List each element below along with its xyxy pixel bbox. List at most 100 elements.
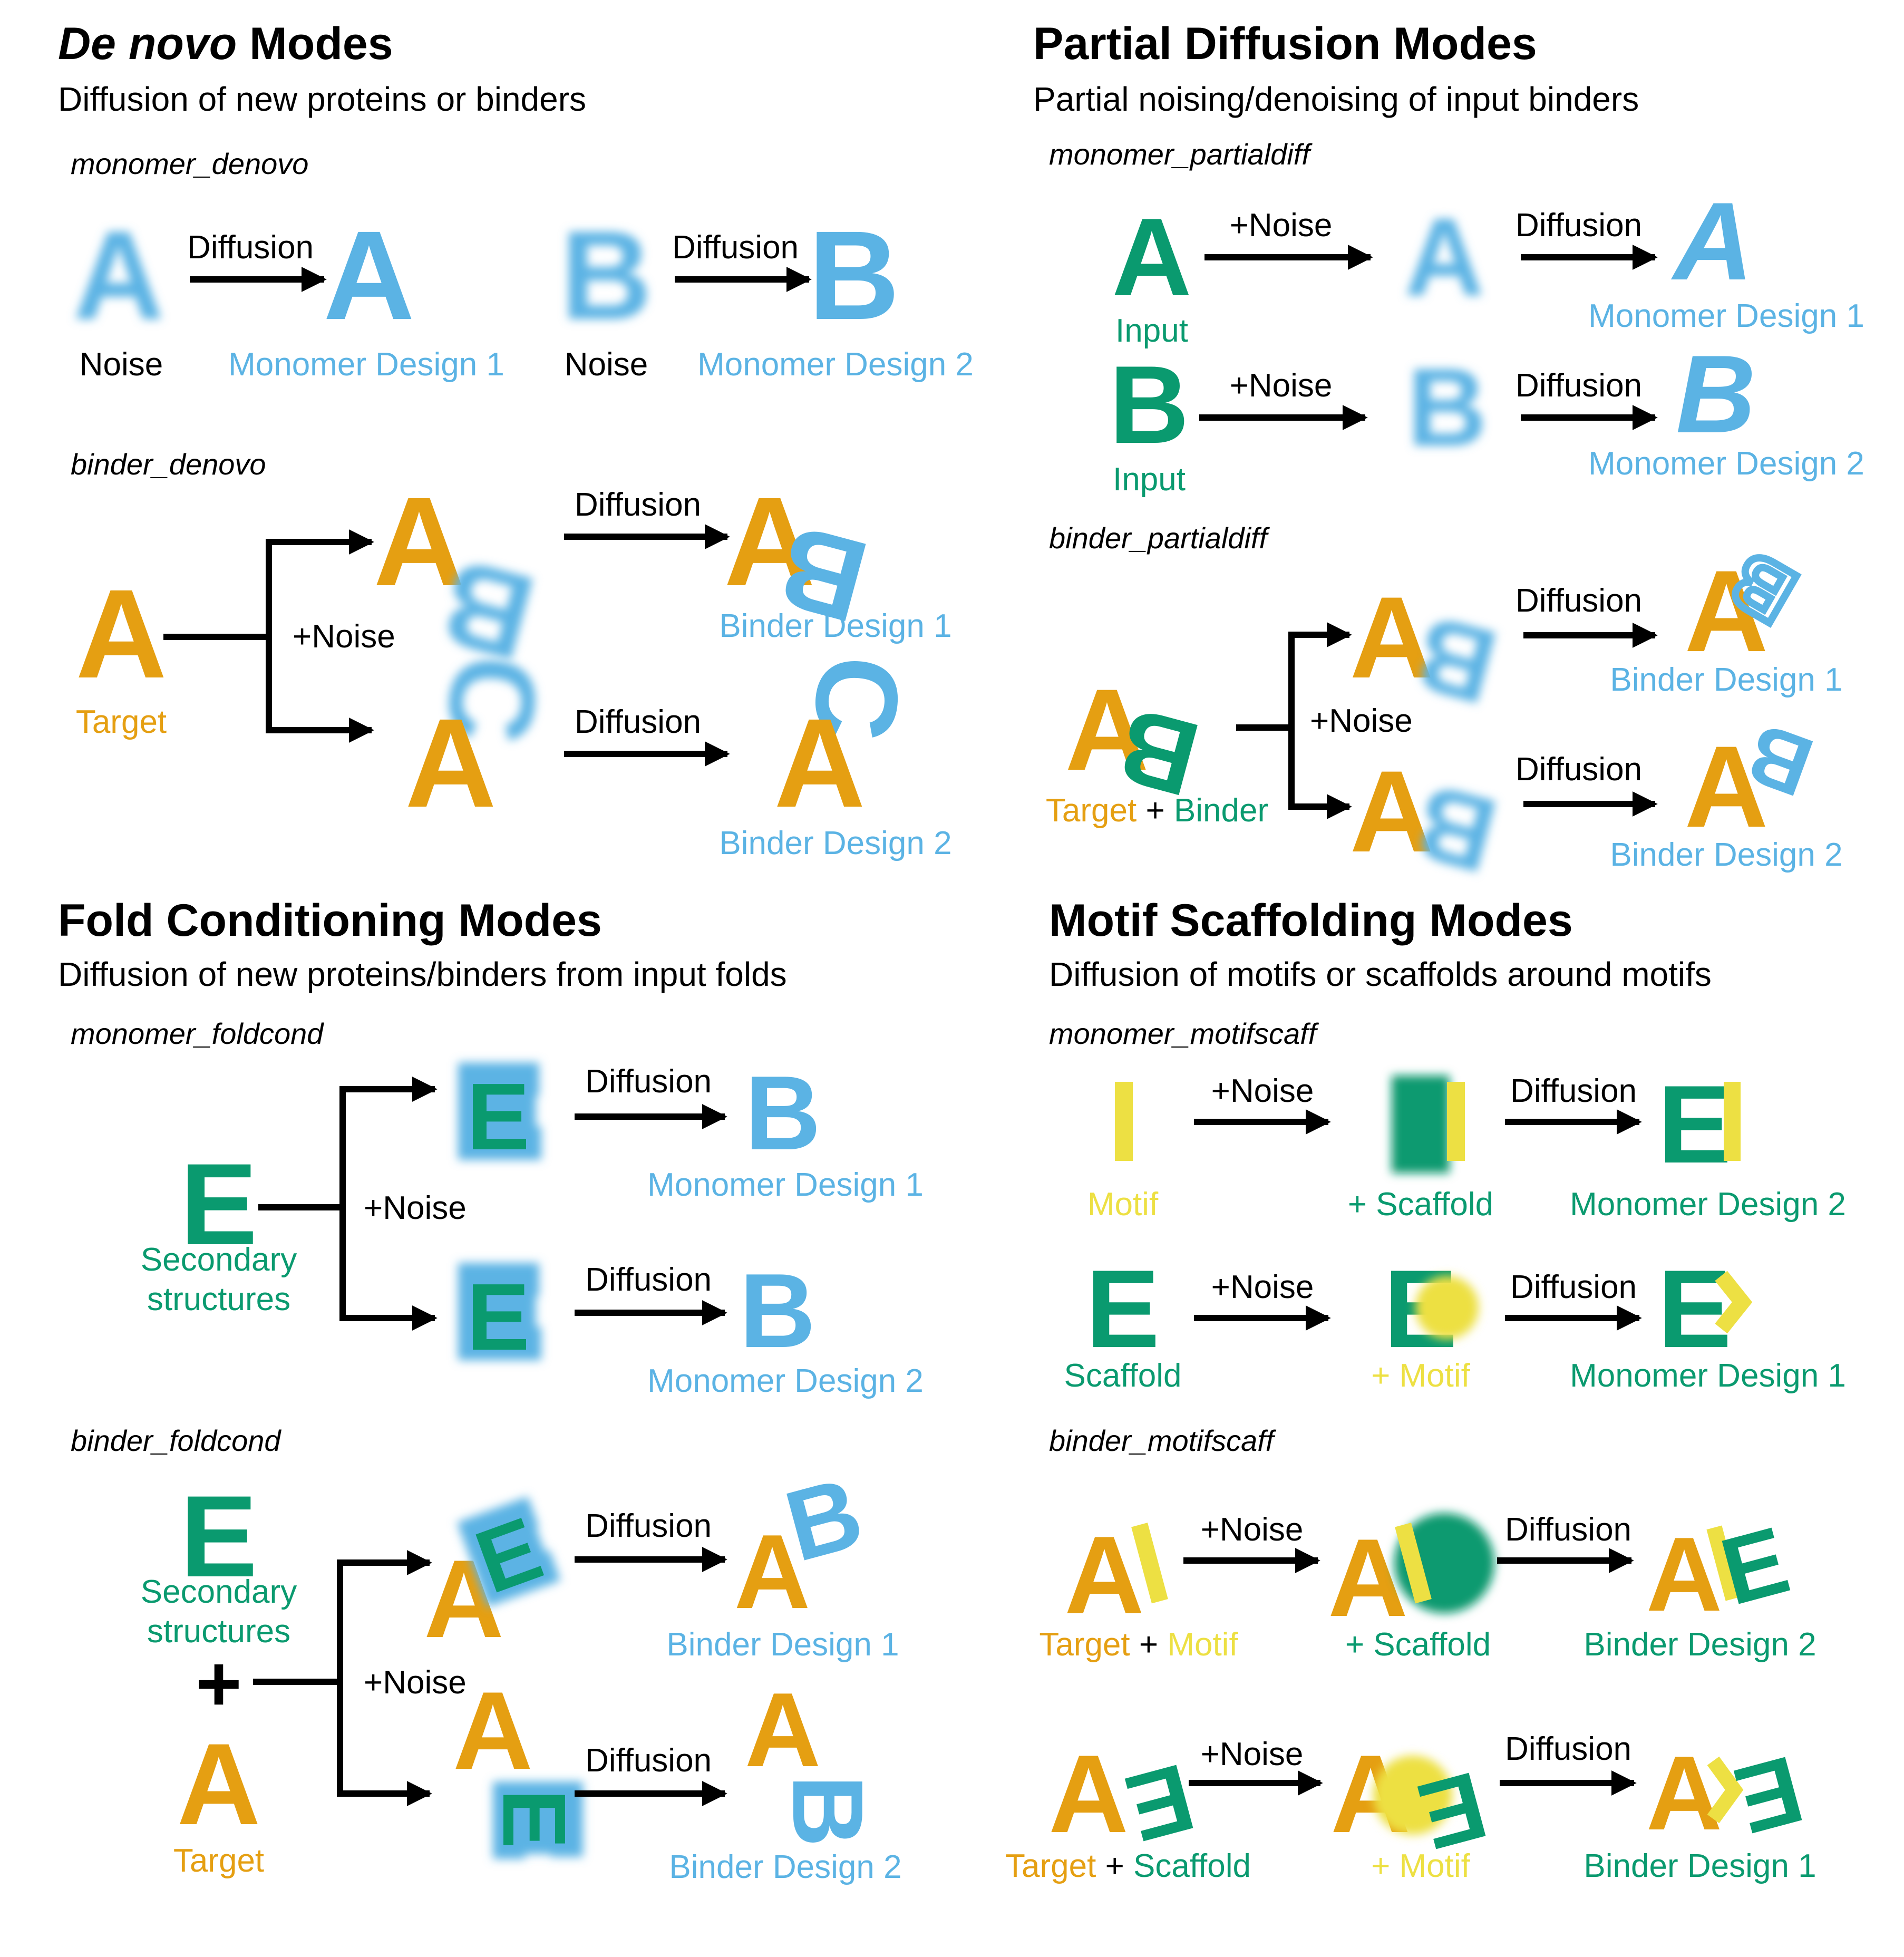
partial-a-1-glyph: A: [1350, 573, 1434, 702]
fold-design-b-1-glyph: B: [745, 1054, 821, 1172]
motif-binder-bar-1-glyph: [1131, 1523, 1168, 1604]
motif-binder-plus-motif-label: + Motif: [1371, 1848, 1471, 1884]
diffusion-motif-1: Diffusion: [1510, 1073, 1637, 1109]
monomer-partialdiff-label: monomer_partialdiff: [1049, 138, 1313, 171]
motif-target-scaffold-label: Target + Scaffold: [1005, 1848, 1251, 1884]
fold-binder-design-1-label: Binder Design 1: [666, 1626, 899, 1663]
plus-noise-fold-1: +Noise: [364, 1190, 467, 1226]
motif-monomer-design-2-label: Monomer Design 2: [1570, 1186, 1846, 1223]
partial-monomer-design-2-label: Monomer Design 2: [1588, 445, 1864, 482]
noise-a-glyph: A: [73, 205, 164, 346]
fold-e-glyph: E: [180, 1139, 258, 1269]
plus-noise-partial-2: +Noise: [1230, 367, 1333, 404]
partial-design-b-glyph: B: [1676, 332, 1756, 456]
fold-binder-design-2-label: Binder Design 2: [669, 1849, 901, 1885]
scaffold-plus-motif-label: + Motif: [1371, 1358, 1471, 1394]
motif-binder-bar-2-glyph: [1395, 1523, 1432, 1604]
denovo-subtitle: Diffusion of new proteins or binders: [58, 80, 586, 118]
motif-target-a-3-glyph: A: [1048, 1732, 1129, 1856]
motif-bar-glyph: [1115, 1082, 1133, 1161]
motif-plus-scaffold-label: + Scaffold: [1348, 1186, 1493, 1223]
partial-monomer-design-1-label: Monomer Design 1: [1588, 298, 1864, 334]
partial-design-a-2-glyph: A: [1685, 722, 1769, 851]
motif-binder-design-e-1-glyph: E: [1725, 1736, 1813, 1854]
motif-binder-design-bar-2-glyph: [1706, 1525, 1741, 1601]
diffusion-motif-3: Diffusion: [1505, 1512, 1631, 1548]
noise-label-2: Noise: [565, 346, 648, 383]
fold-binder-a-1-glyph: A: [424, 1537, 504, 1661]
motif-bar-2-glyph: [1447, 1082, 1465, 1161]
monomer-a-glyph: A: [323, 205, 414, 346]
plus-noise-partial-3: +Noise: [1310, 703, 1413, 739]
binder-denovo-label: binder_denovo: [71, 448, 266, 481]
partial-design-a-1-glyph: A: [1685, 546, 1769, 676]
partial-title: Partial Diffusion Modes: [1033, 18, 1537, 69]
motif-design-bar-2-glyph: [1724, 1082, 1741, 1161]
diffusion-partial-3: Diffusion: [1516, 583, 1642, 619]
input-b-glyph: B: [1109, 343, 1189, 467]
target-a-glyph: A: [75, 563, 167, 704]
plus-noise-fold-2: +Noise: [364, 1664, 467, 1701]
motif-monomer-design-1-label: Monomer Design 1: [1570, 1358, 1846, 1394]
fold-monomer-design-2-label: Monomer Design 2: [647, 1363, 924, 1399]
scaffold-design-e-glyph: E: [1658, 1247, 1732, 1371]
scaffold-e-glyph: E: [1086, 1247, 1160, 1371]
motif-target-a-1-glyph: A: [1064, 1513, 1144, 1637]
input-a-glyph: A: [1112, 195, 1192, 319]
plus-noise-motif-4: +Noise: [1201, 1736, 1304, 1772]
binder-a-1-glyph: A: [373, 471, 464, 612]
fold-binder-design-a-2-glyph: A: [745, 1671, 821, 1789]
plus-noise-motif-2: +Noise: [1211, 1269, 1314, 1305]
fold-noised-1-glyph: E: [461, 1049, 535, 1173]
diffusion-fold-1: Diffusion: [585, 1063, 712, 1100]
input-label-1: Input: [1115, 313, 1188, 349]
monomer-denovo-label: monomer_denovo: [71, 147, 308, 180]
secondary-label-1b: structures: [147, 1281, 290, 1317]
diffusion-label-4: Diffusion: [575, 704, 701, 740]
partial-design-a-glyph: A: [1670, 179, 1753, 303]
motif-noised-scaffold-blob: [1392, 1076, 1450, 1173]
diffusion-motif-4: Diffusion: [1505, 1731, 1631, 1767]
fold-binder-e-glyph: E: [180, 1471, 258, 1601]
binder-motifscaff-label: binder_motifscaff: [1049, 1424, 1277, 1457]
motif-input-scaffold-e-glyph: E: [1116, 1743, 1204, 1862]
diffusion-motif-2: Diffusion: [1510, 1269, 1637, 1305]
plus-noise-motif-1: +Noise: [1211, 1073, 1314, 1109]
motif-title: Motif Scaffolding Modes: [1049, 895, 1573, 946]
diffusion-partial-2: Diffusion: [1516, 367, 1642, 404]
fold-binder-a-2-glyph: A: [453, 1669, 533, 1793]
fold-e-over-2-glyph: E: [467, 1264, 530, 1370]
noise-b-glyph: B: [560, 205, 652, 346]
diffusion-partial-1: Diffusion: [1516, 207, 1642, 244]
fold-e-over-1-glyph: E: [467, 1064, 530, 1170]
motif-binder-design-e-2-glyph: E: [1711, 1507, 1799, 1625]
fold-design-b-2-glyph: B: [740, 1252, 815, 1370]
fold-binder-e-2-glyph: E: [484, 1789, 584, 1848]
scaffold-design-motif-glyph: [1715, 1271, 1753, 1334]
noised-b-glyph: B: [1407, 345, 1487, 469]
motif-binder-design-a-1-glyph: A: [1646, 1735, 1722, 1852]
motif-noised-blob: [1415, 1276, 1479, 1339]
monomer-design-2-label: Monomer Design 2: [697, 346, 974, 383]
diffusion-partial-4: Diffusion: [1516, 751, 1642, 788]
diffusion-label-1: Diffusion: [187, 229, 314, 266]
motif-subtitle: Diffusion of motifs or scaffolds around …: [1049, 955, 1712, 993]
secondary-label-2b: structures: [147, 1613, 290, 1650]
motif-binder-plus-scaffold-label: + Scaffold: [1345, 1626, 1491, 1663]
noise-binder-c-glyph: C: [421, 650, 564, 749]
binder-foldcond-label: binder_foldcond: [71, 1424, 281, 1457]
plus-noise-partial-1: +Noise: [1230, 207, 1333, 244]
fold-target-a-glyph: A: [177, 1719, 261, 1849]
plus-noise-denovo: +Noise: [293, 618, 395, 655]
binder-design-2-label: Binder Design 2: [719, 825, 951, 861]
fold-subtitle: Diffusion of new proteins/binders from i…: [58, 955, 787, 993]
motif-binder-design-motif-1-glyph: [1707, 1756, 1744, 1824]
motif-binder-a-2-glyph: A: [1328, 1516, 1408, 1640]
fold-monomer-design-1-label: Monomer Design 1: [647, 1167, 924, 1203]
fold-binder-design-a-1-glyph: A: [734, 1513, 810, 1631]
diffusion-label-3: Diffusion: [575, 487, 701, 523]
target-label: Target: [76, 704, 167, 740]
motif-binder-design-2-label: Binder Design 2: [1584, 1626, 1816, 1663]
motif-label: Motif: [1087, 1186, 1159, 1223]
